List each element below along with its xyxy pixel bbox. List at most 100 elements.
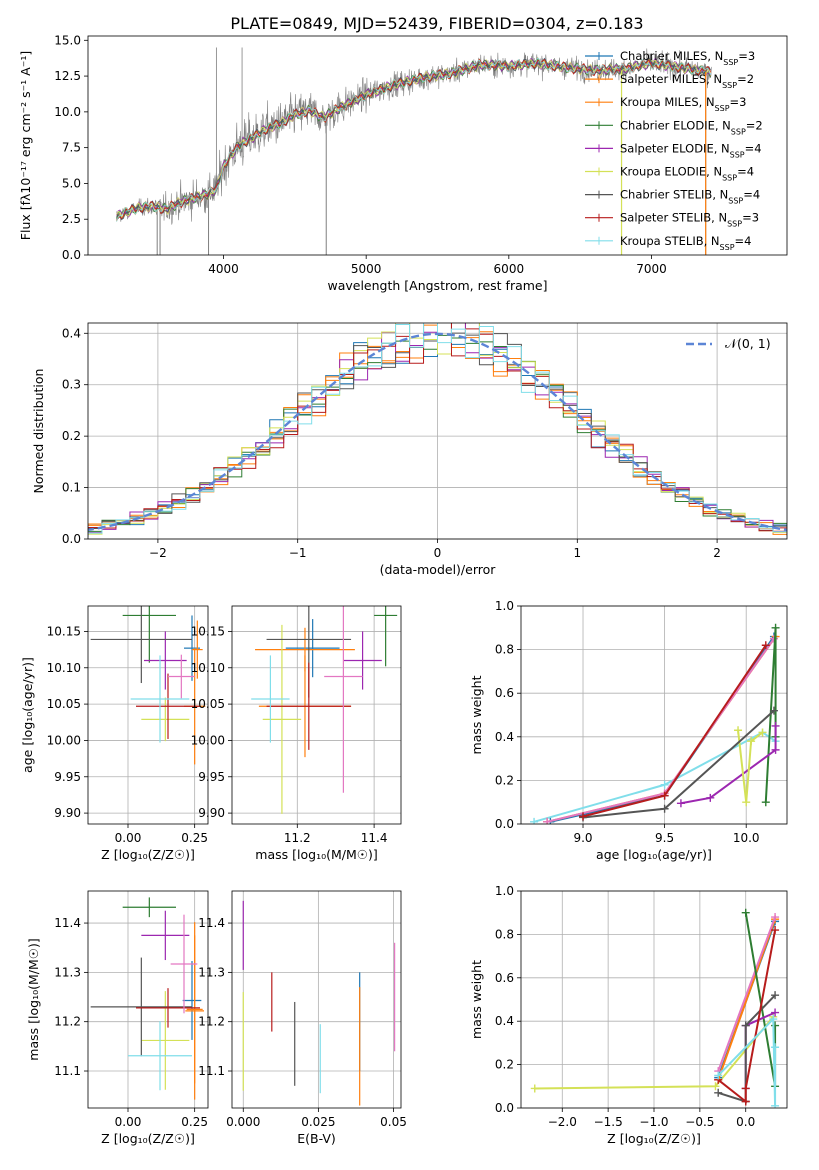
errorbar-point [128, 1021, 192, 1091]
y-tick-label: 10.05 [191, 697, 225, 711]
series-marker [660, 791, 669, 800]
series-marker [741, 1021, 750, 1030]
legend-label: Kroupa MILES, NSSP=3 [620, 95, 746, 113]
errorbar-point [141, 991, 190, 1090]
x-axis-label: Z [log₁₀(Z/Z☉)] [101, 847, 195, 862]
series-marker [742, 798, 751, 807]
x-axis-label: (data-model)/error [380, 562, 497, 577]
y-tick-label: 0.6 [495, 686, 514, 700]
plot-area [530, 908, 780, 1108]
errorbar-point [266, 662, 352, 750]
series-marker [543, 817, 552, 824]
series-marker [771, 1008, 780, 1017]
series-marker [714, 1071, 723, 1080]
y-tick-label: 0.8 [495, 643, 514, 657]
model-curve [116, 57, 711, 222]
series-marker [771, 623, 780, 632]
x-tick-label: 0 [434, 546, 442, 560]
axes-frame [87, 890, 209, 1109]
series-marker [660, 780, 669, 789]
series-marker [771, 1043, 780, 1052]
errorbar-point [122, 606, 176, 663]
x-tick-label: −0.5 [685, 1115, 714, 1129]
x-tick-label: 0.25 [181, 831, 208, 845]
x-tick-label: 11.2 [284, 831, 311, 845]
errorbar-point [182, 961, 202, 1040]
model-curve [116, 57, 711, 220]
plot-area [90, 897, 204, 1100]
errorbar-point [144, 631, 187, 690]
series-marker [771, 721, 780, 730]
y-tick-label: 2.5 [62, 212, 81, 226]
series-marker [579, 812, 588, 821]
y-tick-label: 11.3 [54, 965, 81, 979]
y-axis-label: mass weight [469, 960, 484, 1039]
plot-area [242, 900, 396, 1106]
series-marker [741, 1097, 750, 1106]
y-tick-label: 10.10 [191, 661, 225, 675]
x-tick-label: 6000 [494, 262, 525, 276]
y-tick-label: 0.2 [62, 429, 81, 443]
legend-label: Chabrier MILES, NSSP=3 [620, 49, 755, 67]
x-tick-label: −2.0 [548, 1115, 577, 1129]
y-tick-label: 0.0 [495, 817, 514, 831]
y-tick-label: 9.95 [198, 770, 225, 784]
series-line [717, 929, 777, 1104]
series-marker [734, 726, 743, 735]
legend-label: Kroupa ELODIE, NSSP=4 [620, 165, 754, 183]
errorbar-point [90, 606, 192, 684]
axes-frame [231, 605, 402, 825]
y-tick-label: 7.5 [62, 141, 81, 155]
series-marker [706, 793, 715, 802]
errorbar-point [324, 606, 363, 793]
x-axis-label: mass [log₁₀(M/M☉)] [255, 847, 377, 862]
y-tick-label: 11.2 [54, 1015, 81, 1029]
series-line [680, 725, 777, 805]
series-marker [711, 1082, 720, 1091]
y-tick-label: 0.8 [495, 927, 514, 941]
y-tick-label: 0.3 [62, 378, 81, 392]
errorbar-point [122, 897, 176, 918]
x-tick-label: 7000 [636, 262, 667, 276]
figure-title: PLATE=0849, MJD=52439, FIBERID=0304, z=0… [230, 14, 643, 33]
spectrum-legend: Chabrier MILES, NSSP=3 Salpeter MILES, NS… [585, 49, 763, 251]
y-tick-label: 10.10 [47, 661, 81, 675]
x-tick-label: −1 [289, 546, 307, 560]
y-tick-label: 0.4 [495, 1014, 514, 1028]
series-marker [660, 804, 669, 813]
gaussian-curve [88, 332, 787, 532]
x-tick-label: 0.00 [115, 1115, 142, 1129]
model-curve [116, 58, 711, 221]
errorbar-point [141, 697, 190, 742]
errorbar-point [136, 988, 200, 1028]
y-tick-label: 0.0 [62, 532, 81, 546]
errorbar-point [186, 935, 203, 1084]
series-marker [771, 926, 780, 935]
series-marker [530, 1084, 539, 1093]
y-tick-label: 1.0 [495, 884, 514, 898]
series-marker [714, 1088, 723, 1097]
x-tick-label: 1 [573, 546, 581, 560]
y-tick-label: 0.2 [495, 773, 514, 787]
series-marker [769, 1015, 778, 1024]
errorbar-point [168, 654, 195, 699]
series-line [717, 1016, 777, 1106]
errorbar-point [251, 655, 290, 743]
y-tick-label: 12.5 [54, 69, 81, 83]
y-tick-label: 10.15 [47, 624, 81, 638]
plot-area [251, 606, 398, 814]
errorbar-point [141, 910, 190, 961]
series-marker [771, 991, 780, 1000]
y-tick-label: 0.0 [62, 248, 81, 262]
y-tick-label: 11.3 [198, 965, 225, 979]
y-tick-label: 11.1 [54, 1064, 81, 1078]
y-tick-label: 0.2 [495, 1058, 514, 1072]
panel-age_vs_Z: 0.00 0.25 9.90 9.95 10.00 10.05 10.10 10.15 Z [l… [20, 605, 209, 862]
x-axis-label: Z [log₁₀(Z/Z☉)] [607, 1131, 701, 1146]
panel-massweight_vs_Z: −2.0 −1.5 −1.0 −0.5 0.0 0.0 0.2 0.4 0.6 0.8 1.0 Z [… [469, 884, 788, 1146]
y-tick-label: 9.95 [54, 770, 81, 784]
x-tick-label: 9.0 [573, 831, 592, 845]
legend-label: Chabrier ELODIE, NSSP=2 [620, 118, 763, 136]
series-marker [758, 728, 767, 737]
